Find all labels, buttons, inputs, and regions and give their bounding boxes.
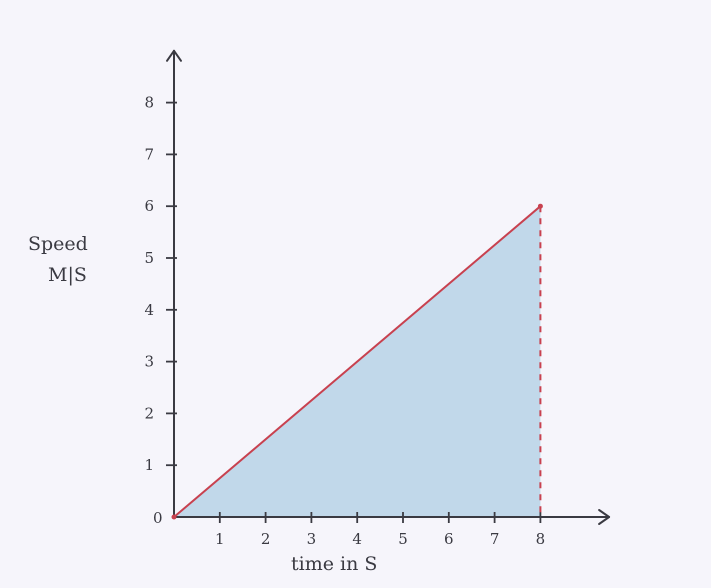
y-tick-label: 4 — [144, 301, 154, 319]
y-tick-label: 7 — [144, 145, 154, 163]
shaded-area-layer — [174, 206, 541, 517]
x-tick-label: 3 — [307, 530, 317, 548]
y-tick-label: 6 — [144, 197, 154, 215]
shaded-area — [174, 206, 541, 517]
y-tick-label: 2 — [144, 404, 154, 422]
x-tick-label: 6 — [444, 530, 454, 548]
x-axis-title: time in S — [291, 553, 377, 575]
origin-label: 0 — [153, 509, 163, 527]
x-tick-label: 7 — [490, 530, 500, 548]
x-tick-label: 5 — [398, 530, 408, 548]
labels-layer: 0 Speed M|S time in S 1 2 3 4 5 6 7 8 1 2 3 4 5 6 7 8 — [28, 94, 545, 575]
x-tick-label: 4 — [352, 530, 362, 548]
axes-layer — [166, 49, 611, 525]
series-layer — [171, 203, 543, 520]
x-tick-label: 2 — [261, 530, 271, 548]
data-point — [171, 514, 177, 520]
x-tick-label: 1 — [215, 530, 225, 548]
y-tick-label: 5 — [144, 249, 154, 267]
x-axis-arrow — [598, 509, 611, 525]
speed-line — [173, 205, 542, 518]
data-point — [537, 203, 543, 209]
y-tick-label: 3 — [144, 353, 154, 371]
y-axis-arrow — [166, 49, 182, 62]
y-axis-title-line2: M|S — [48, 264, 87, 286]
y-axis-title-line1: Speed — [28, 233, 88, 255]
x-tick-label: 8 — [536, 530, 546, 548]
y-tick-label: 8 — [144, 94, 154, 112]
y-tick-label: 1 — [144, 456, 154, 474]
